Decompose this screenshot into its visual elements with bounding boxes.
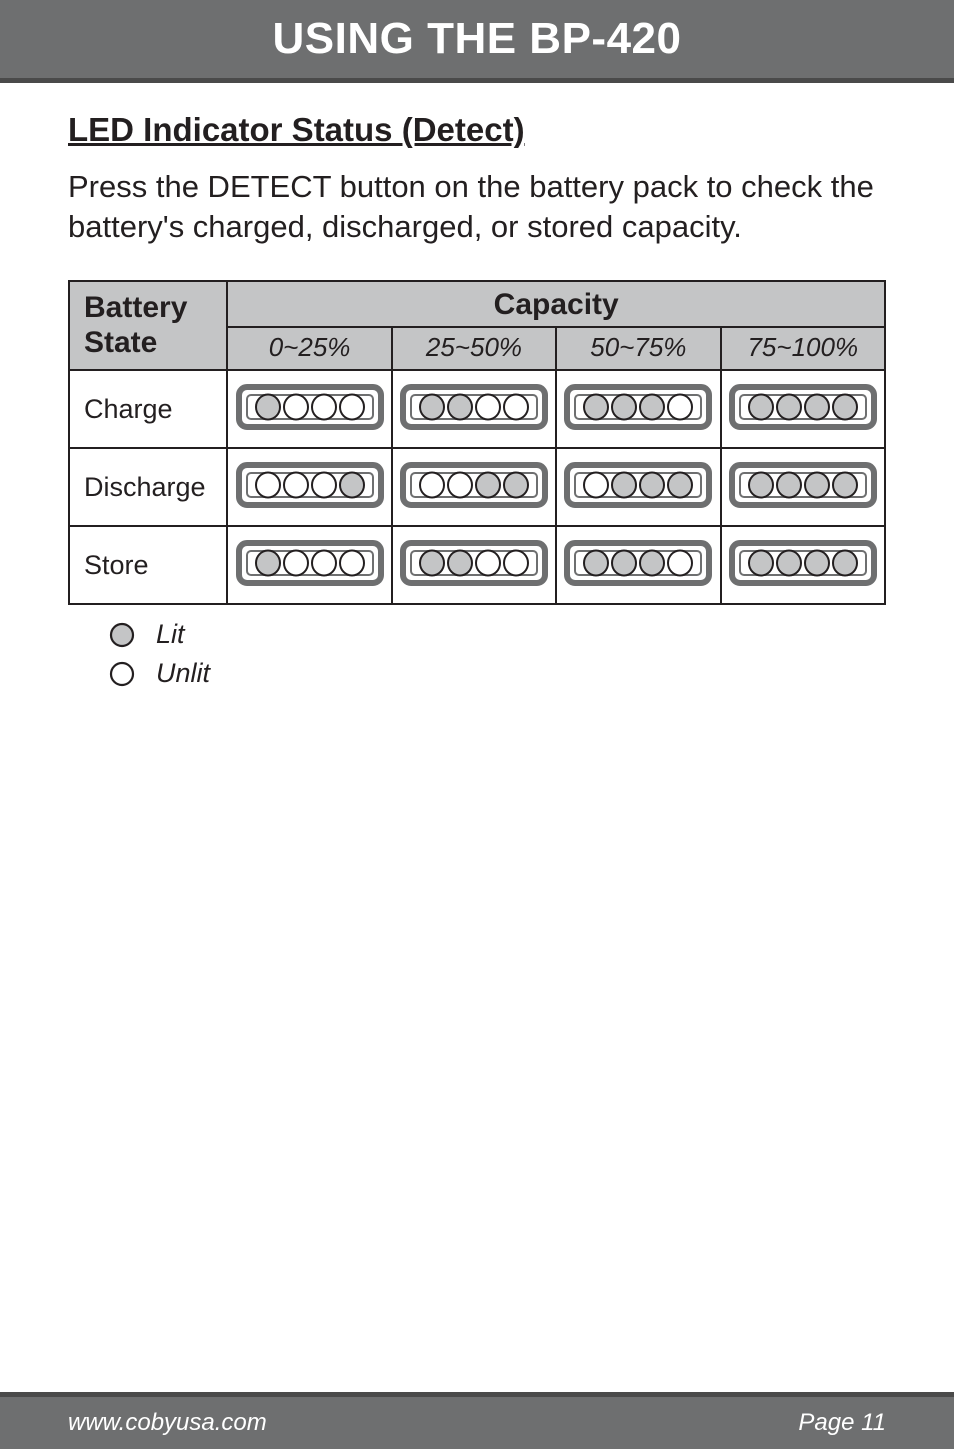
legend-lit-label: Lit: [156, 619, 185, 650]
table-row: Store: [69, 526, 885, 604]
led-cell: [227, 526, 391, 604]
led-module-icon: [728, 539, 878, 587]
legend: Lit Unlit: [68, 619, 886, 689]
col-header-state: Battery State: [69, 281, 227, 370]
led-module-icon: [399, 383, 549, 431]
led-cell: [227, 370, 391, 448]
led-cell: [392, 526, 556, 604]
state-header-line2: State: [84, 326, 157, 359]
table-row: Charge: [69, 370, 885, 448]
content-area: LED Indicator Status (Detect) Press the …: [0, 83, 954, 689]
led-cell: [721, 370, 885, 448]
legend-unlit-row: Unlit: [108, 658, 886, 689]
range-3: 75~100%: [721, 327, 885, 370]
led-module-icon: [235, 383, 385, 431]
led-module-icon: [563, 539, 713, 587]
unlit-icon: [108, 660, 136, 688]
section-body: Press the DETECT button on the battery p…: [68, 167, 886, 246]
led-cell: [392, 448, 556, 526]
led-cell: [721, 448, 885, 526]
legend-unlit-label: Unlit: [156, 658, 210, 689]
row-label: Store: [69, 526, 227, 604]
led-module-icon: [399, 461, 549, 509]
row-label: Charge: [69, 370, 227, 448]
footer-bar: www.cobyusa.com Page 11: [0, 1392, 954, 1449]
col-header-capacity: Capacity: [227, 281, 885, 327]
led-cell: [721, 526, 885, 604]
lit-icon: [108, 621, 136, 649]
led-module-icon: [235, 461, 385, 509]
led-cell: [556, 526, 720, 604]
led-module-icon: [563, 383, 713, 431]
range-0: 0~25%: [227, 327, 391, 370]
range-2: 50~75%: [556, 327, 720, 370]
state-header-line1: Battery: [84, 291, 187, 324]
footer-page: Page 11: [798, 1409, 886, 1437]
legend-lit-row: Lit: [108, 619, 886, 650]
led-cell: [227, 448, 391, 526]
section-heading: LED Indicator Status (Detect): [68, 111, 886, 149]
led-cell: [392, 370, 556, 448]
led-module-icon: [728, 461, 878, 509]
footer-url: www.cobyusa.com: [68, 1409, 267, 1437]
led-module-icon: [728, 383, 878, 431]
status-table: Battery State Capacity 0~25% 25~50% 50~7…: [68, 280, 886, 605]
row-label: Discharge: [69, 448, 227, 526]
led-cell: [556, 370, 720, 448]
header-bar: USING THE BP-420: [0, 0, 954, 83]
table-row: Discharge: [69, 448, 885, 526]
led-module-icon: [563, 461, 713, 509]
led-module-icon: [235, 539, 385, 587]
page-title: USING THE BP-420: [0, 14, 954, 64]
led-cell: [556, 448, 720, 526]
led-module-icon: [399, 539, 549, 587]
range-1: 25~50%: [392, 327, 556, 370]
